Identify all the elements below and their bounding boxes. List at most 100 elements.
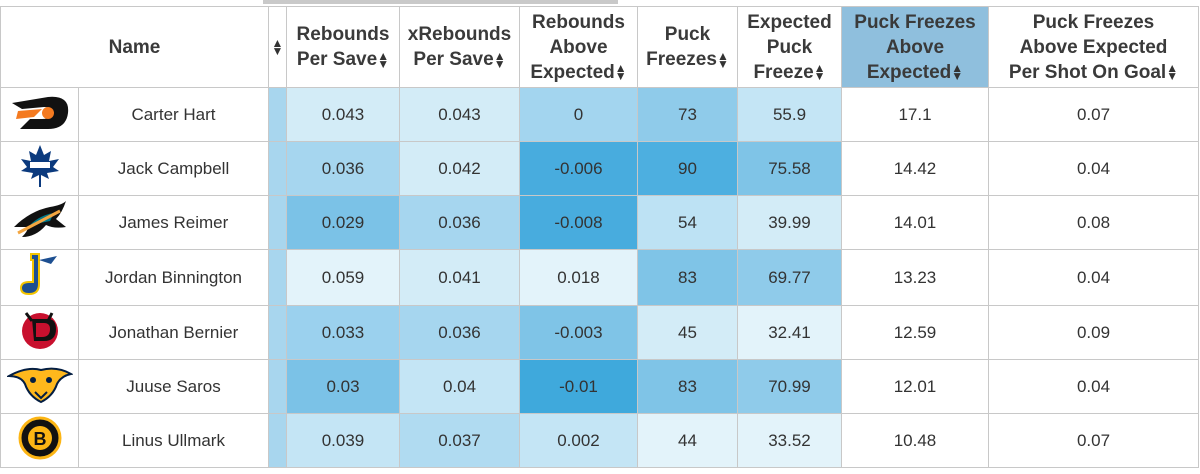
cell-puck-freezes-above-expected: 12.01 <box>841 359 989 414</box>
cell-rebounds-above-expected: 0.018 <box>519 249 638 306</box>
sort-arrows-icon[interactable]: ▲ ▼ <box>377 48 390 71</box>
blues-logo-icon <box>2 251 78 305</box>
cell-puck-freezes-above-expected: 10.48 <box>841 413 989 468</box>
top-scroll-strip <box>0 0 1200 6</box>
team-logo-cell <box>0 359 79 414</box>
sort-arrows-icon[interactable]: ▲ ▼ <box>813 61 826 84</box>
team-logo-cell <box>0 195 79 250</box>
header-row: Name ▲ ▼ Rebounds Per Save ▲ ▼ xRebounds Per … <box>0 6 1199 88</box>
team-logo-cell: B <box>0 413 79 468</box>
table-row[interactable]: Jordan Binnington 0.059 0.041 0.018 83 69.77 1… <box>0 249 1199 306</box>
bruins-logo-icon: B <box>2 415 78 466</box>
spacer-cell <box>268 141 287 196</box>
column-header-puck-freezes[interactable]: Puck Freezes ▲ ▼ <box>637 6 738 88</box>
cell-puck-freezes-above-expected: 17.1 <box>841 87 989 142</box>
cell-puck-freezes: 73 <box>637 87 738 142</box>
flyers-logo-icon <box>2 89 78 140</box>
cell-puck-freezes-above-expected: 14.42 <box>841 141 989 196</box>
cell-xrebounds-per-save: 0.036 <box>399 305 520 360</box>
player-name[interactable]: James Reimer <box>78 195 269 250</box>
cell-expected-puck-freeze: 69.77 <box>737 249 842 306</box>
cell-puck-freezes: 44 <box>637 413 738 468</box>
cell-expected-puck-freeze: 33.52 <box>737 413 842 468</box>
column-header-rebounds-per-save[interactable]: Rebounds Per Save ▲ ▼ <box>286 6 400 88</box>
cell-xrebounds-per-save: 0.043 <box>399 87 520 142</box>
cell-rebounds-above-expected: 0 <box>519 87 638 142</box>
cell-xrebounds-per-save: 0.04 <box>399 359 520 414</box>
table-row[interactable]: Juuse Saros 0.03 0.04 -0.01 83 70.99 12.01 0.04 <box>0 359 1199 414</box>
spacer-cell <box>268 359 287 414</box>
cell-puck-freezes: 45 <box>637 305 738 360</box>
cell-puck-freezes: 54 <box>637 195 738 250</box>
cell-puck-freezes: 83 <box>637 359 738 414</box>
spacer-cell <box>268 305 287 360</box>
sharks-logo-icon <box>2 197 78 248</box>
column-header-rebounds-above-expected[interactable]: Rebounds Above Expected ▲ ▼ <box>519 6 638 88</box>
devils-logo-icon <box>2 307 78 358</box>
cell-rebounds-above-expected: -0.008 <box>519 195 638 250</box>
spacer-cell <box>268 87 287 142</box>
table-row[interactable]: Jonathan Bernier 0.033 0.036 -0.003 45 32.41 1… <box>0 305 1199 360</box>
table-row[interactable]: Jack Campbell 0.036 0.042 -0.006 90 75.58 14.4… <box>0 141 1199 196</box>
team-logo-cell <box>0 141 79 196</box>
cell-expected-puck-freeze: 32.41 <box>737 305 842 360</box>
cell-xrebounds-per-save: 0.041 <box>399 249 520 306</box>
cell-xrebounds-per-save: 0.036 <box>399 195 520 250</box>
spacer-cell <box>268 195 287 250</box>
player-name[interactable]: Jordan Binnington <box>78 249 269 306</box>
team-logo-cell <box>0 249 79 306</box>
cell-rebounds-per-save: 0.036 <box>286 141 400 196</box>
cell-puck-freezes-above-expected: 14.01 <box>841 195 989 250</box>
player-name[interactable]: Linus Ullmark <box>78 413 269 468</box>
column-header-expected-puck-freeze[interactable]: Expected Puck Freeze ▲ ▼ <box>737 6 842 88</box>
svg-text:B: B <box>33 429 46 449</box>
team-logo-cell <box>0 87 79 142</box>
table-row[interactable]: James Reimer 0.029 0.036 -0.008 54 39.99 14.01… <box>0 195 1199 250</box>
column-header-sort[interactable]: ▲ ▼ <box>268 6 287 88</box>
player-name[interactable]: Juuse Saros <box>78 359 269 414</box>
sort-arrows-icon[interactable]: ▲ ▼ <box>271 36 284 59</box>
cell-rebounds-per-save: 0.059 <box>286 249 400 306</box>
column-header-puck-freezes-above-expected[interactable]: Puck Freezes Above Expected ▲ ▼ <box>841 6 989 88</box>
sort-arrows-icon[interactable]: ▲ ▼ <box>951 61 964 84</box>
cell-rebounds-per-save: 0.03 <box>286 359 400 414</box>
cell-pfae-per-shot: 0.04 <box>988 249 1199 306</box>
cell-rebounds-above-expected: -0.01 <box>519 359 638 414</box>
cell-rebounds-above-expected: -0.003 <box>519 305 638 360</box>
predators-logo-icon <box>2 362 78 411</box>
team-logo-cell <box>0 305 79 360</box>
cell-rebounds-per-save: 0.039 <box>286 413 400 468</box>
table-row[interactable]: B Linus Ullmark 0.039 0.037 0.002 44 33.52 10.4… <box>0 413 1199 468</box>
goalie-stats-table: Name ▲ ▼ Rebounds Per Save ▲ ▼ xRebounds Per … <box>0 6 1199 468</box>
maple-leafs-logo-icon <box>2 143 78 194</box>
cell-pfae-per-shot: 0.04 <box>988 359 1199 414</box>
player-name[interactable]: Jonathan Bernier <box>78 305 269 360</box>
cell-rebounds-per-save: 0.043 <box>286 87 400 142</box>
cell-rebounds-above-expected: 0.002 <box>519 413 638 468</box>
cell-xrebounds-per-save: 0.042 <box>399 141 520 196</box>
cell-puck-freezes-above-expected: 13.23 <box>841 249 989 306</box>
cell-pfae-per-shot: 0.07 <box>988 413 1199 468</box>
spacer-cell <box>268 249 287 306</box>
cell-pfae-per-shot: 0.08 <box>988 195 1199 250</box>
cell-pfae-per-shot: 0.04 <box>988 141 1199 196</box>
player-name[interactable]: Jack Campbell <box>78 141 269 196</box>
sort-arrows-icon[interactable]: ▲ ▼ <box>1166 61 1179 84</box>
horizontal-scrollbar[interactable] <box>263 0 618 4</box>
cell-puck-freezes: 83 <box>637 249 738 306</box>
cell-rebounds-per-save: 0.033 <box>286 305 400 360</box>
cell-expected-puck-freeze: 39.99 <box>737 195 842 250</box>
cell-pfae-per-shot: 0.09 <box>988 305 1199 360</box>
column-header-pfae-per-shot[interactable]: Puck Freezes Above Expected Per Shot On Go… <box>988 6 1199 88</box>
table-row[interactable]: Carter Hart 0.043 0.043 0 73 55.9 17.1 0.07 <box>0 87 1199 142</box>
column-header-name[interactable]: Name <box>0 6 269 88</box>
column-header-xrebounds-per-save[interactable]: xRebounds Per Save ▲ ▼ <box>399 6 520 88</box>
cell-puck-freezes: 90 <box>637 141 738 196</box>
cell-rebounds-above-expected: -0.006 <box>519 141 638 196</box>
sort-arrows-icon[interactable]: ▲ ▼ <box>716 48 729 71</box>
player-name[interactable]: Carter Hart <box>78 87 269 142</box>
cell-rebounds-per-save: 0.029 <box>286 195 400 250</box>
sort-arrows-icon[interactable]: ▲ ▼ <box>493 48 506 71</box>
sort-arrows-icon[interactable]: ▲ ▼ <box>614 61 627 84</box>
cell-puck-freezes-above-expected: 12.59 <box>841 305 989 360</box>
